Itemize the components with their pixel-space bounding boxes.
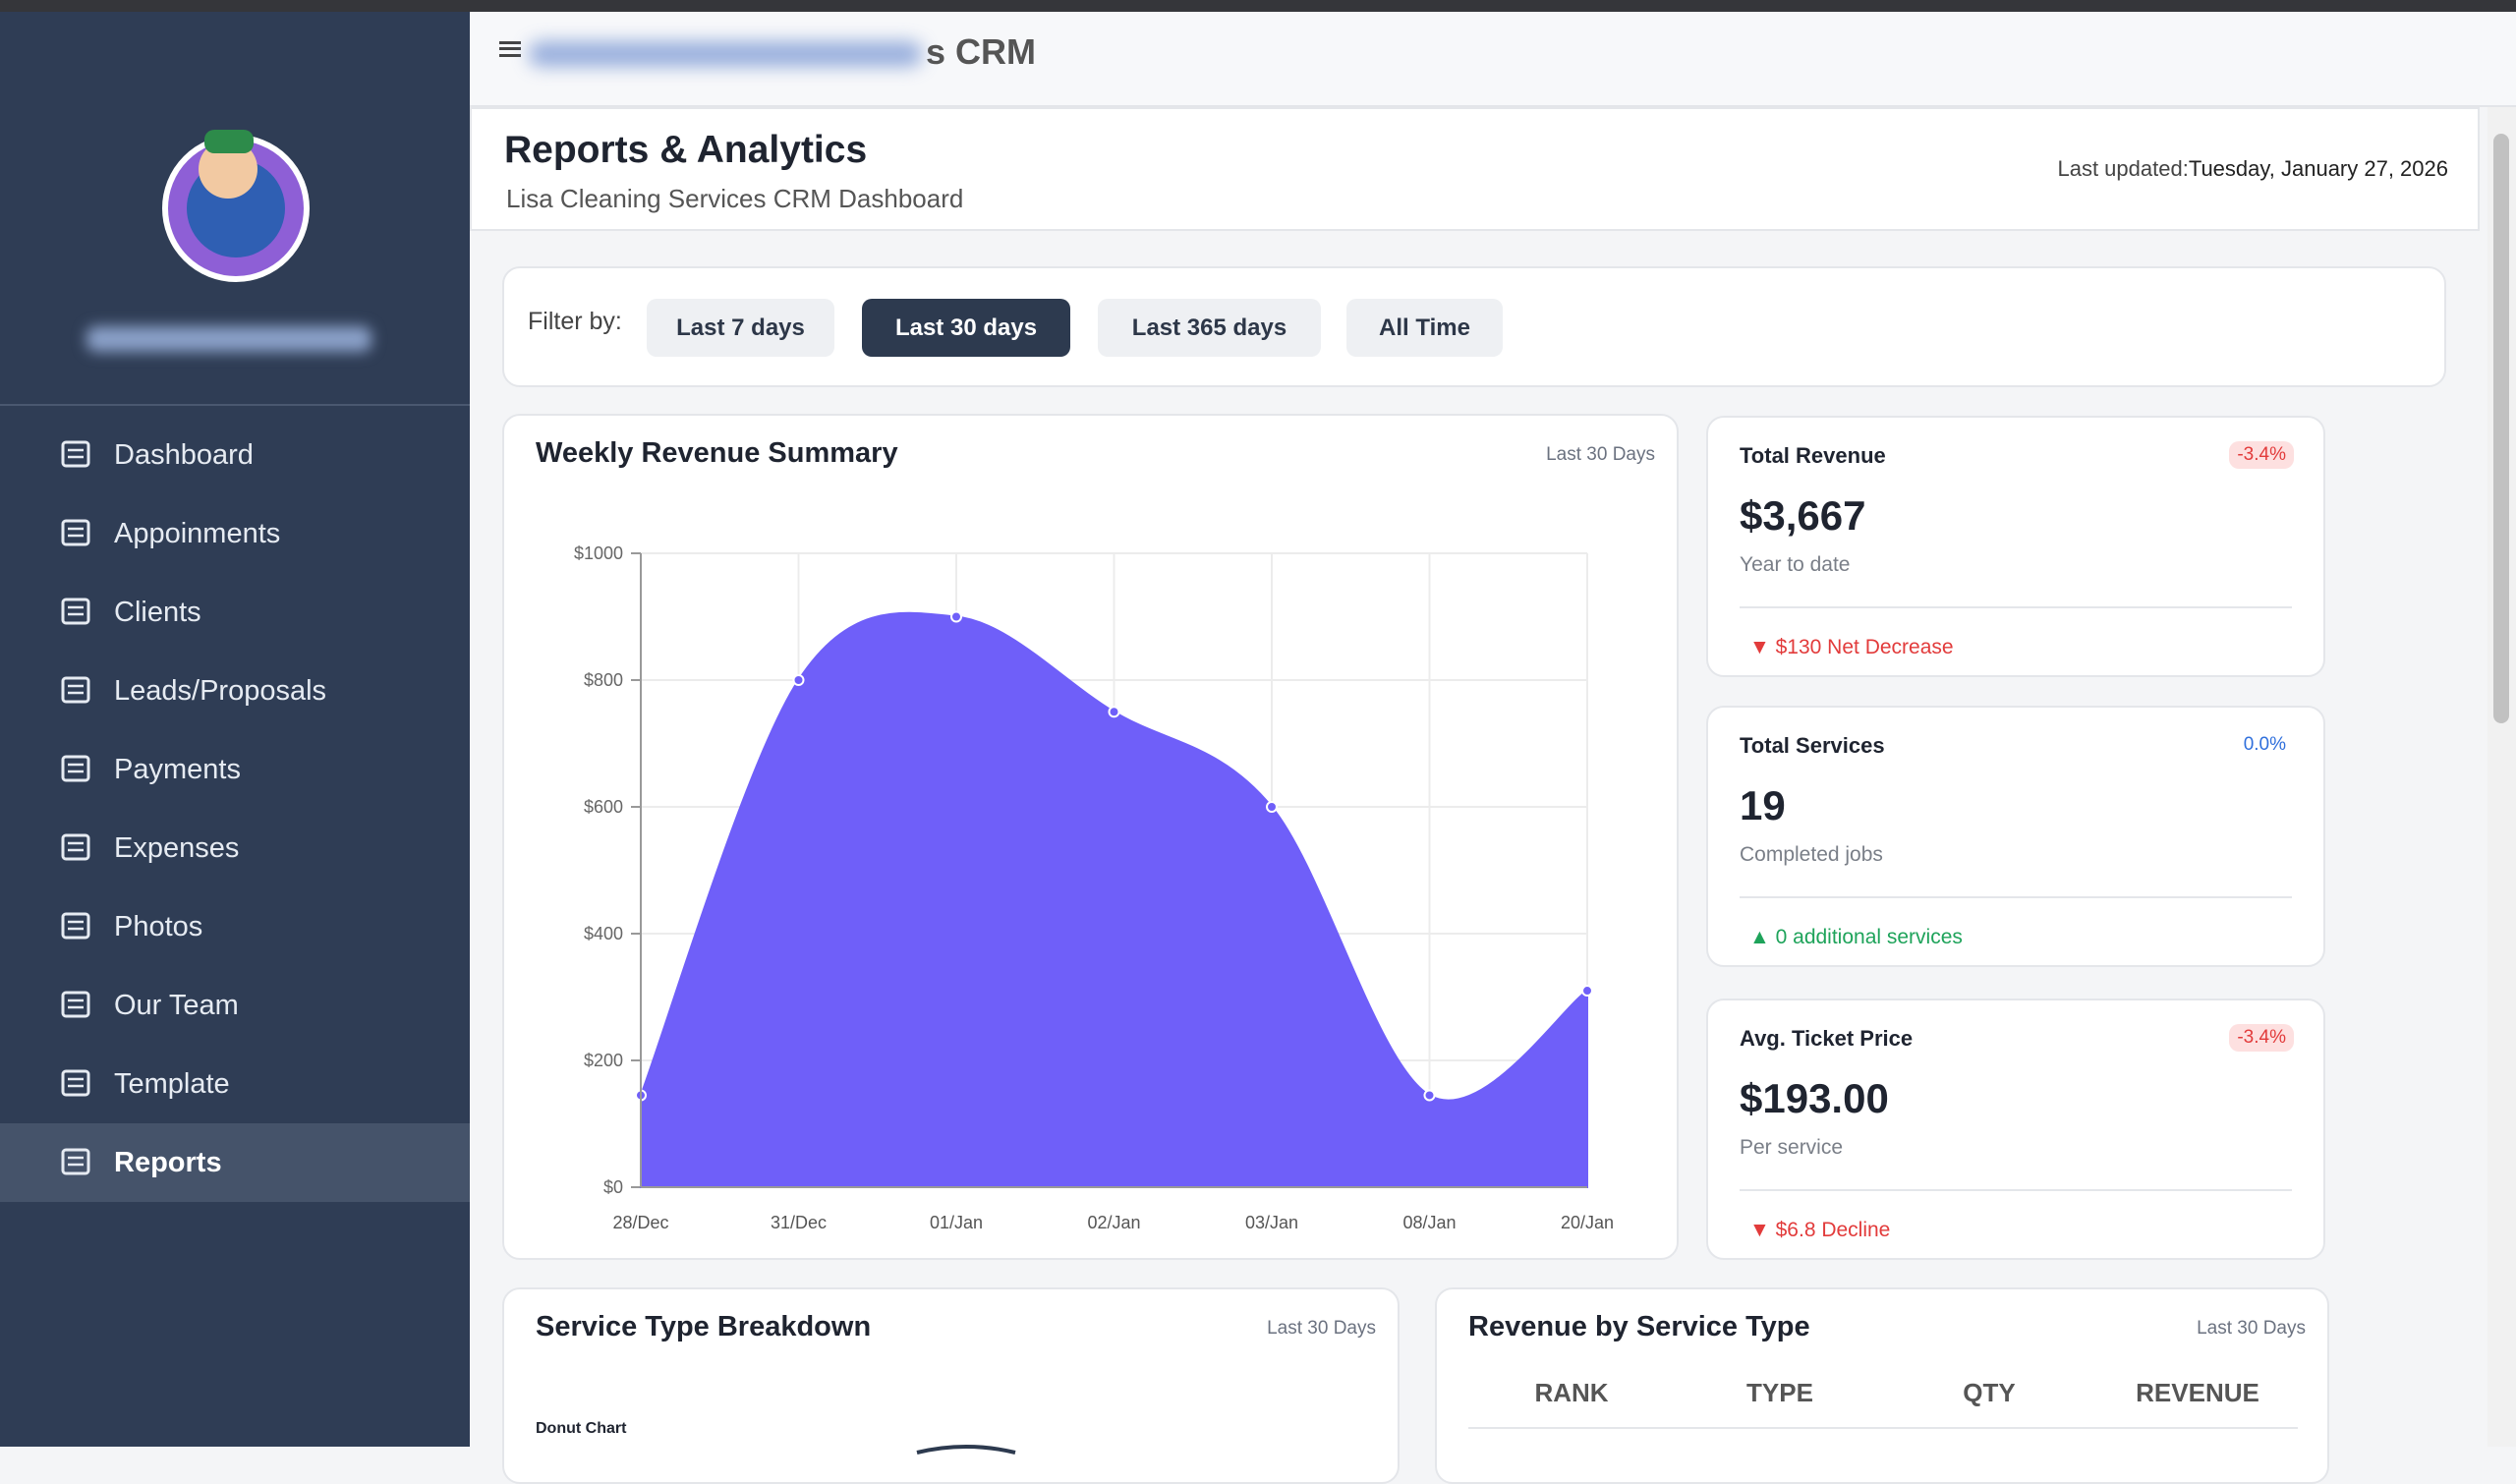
kpi-divider [1740, 606, 2292, 608]
window-strip [0, 0, 2516, 12]
menu-item[interactable]: Appoinments [0, 494, 470, 573]
menu-icon [61, 519, 90, 546]
trend-arrow: ▼ [1749, 1219, 1776, 1241]
kpi-caption: Per service [1740, 1136, 1844, 1159]
hamburger[interactable] [499, 41, 521, 57]
blurred-name [86, 326, 372, 352]
kpi-caption: Completed jobs [1740, 843, 1883, 866]
kpi-title: Total Revenue [1740, 443, 1886, 468]
menu-label: Reports [114, 1146, 222, 1178]
kpi-footnote: ▲ 0 additional services [1749, 926, 1963, 949]
trend-arrow: ▼ [1749, 636, 1776, 658]
last-updated-value: Tuesday, January 27, 2026 [2188, 156, 2448, 181]
column-header: TYPE [1746, 1378, 1813, 1407]
menu-icon [61, 598, 90, 625]
table-title: Revenue by Service Type [1468, 1311, 1810, 1342]
breakdown-title: Service Type Breakdown [536, 1311, 872, 1342]
kpi-footnote-text: 0 additional services [1775, 926, 1963, 948]
menu-item[interactable]: Payments [0, 730, 470, 809]
chart-subtitle: Last 30 Days [1546, 444, 1655, 465]
kpi-value: 19 [1740, 782, 1786, 828]
filter-button[interactable]: Last 7 days [647, 299, 834, 357]
menu-label: Leads/Proposals [114, 674, 327, 707]
menu-item[interactable]: Template [0, 1045, 470, 1123]
menu-icon [61, 676, 90, 704]
menu-label: Expenses [114, 831, 240, 864]
trend-arrow: ▲ [1749, 926, 1776, 948]
menu-item[interactable]: Our Team [0, 966, 470, 1045]
kpi-divider [1740, 1189, 2292, 1191]
blurred-title [529, 41, 922, 67]
table-rule [1468, 1427, 2298, 1429]
menu-item[interactable]: Expenses [0, 809, 470, 887]
menu-label: Our Team [114, 989, 239, 1021]
menu-label: Photos [114, 910, 203, 942]
menu-item[interactable]: Reports [0, 1123, 470, 1202]
menu-item[interactable]: Leads/Proposals [0, 652, 470, 730]
menu-item[interactable]: Photos [0, 887, 470, 966]
kpi-badge: 0.0% [2243, 734, 2286, 755]
kpi-footnote: ▼ $6.8 Decline [1749, 1219, 1890, 1242]
menu-label: Template [114, 1067, 230, 1100]
sidebar: Dashboard Appoinments Clients Leads/Proposa… [0, 12, 470, 1447]
chart-card: Weekly Revenue Summary Last 30 Days [502, 414, 1679, 1260]
kpi-title: Total Services [1740, 733, 1885, 758]
table-card: Revenue by Service Type Last 30 Days RAN… [1435, 1287, 2329, 1484]
menu-item[interactable]: Dashboard [0, 416, 470, 494]
menu-label: Payments [114, 753, 241, 785]
kpi-divider [1740, 896, 2292, 898]
kpi-card: Total Services 0.0% 19 Completed jobs ▲ 0 ad… [1706, 706, 2325, 967]
breakdown-subtitle: Last 30 Days [1267, 1318, 1376, 1339]
filter-button[interactable]: Last 365 days [1098, 299, 1321, 357]
column-header: RANK [1534, 1378, 1609, 1407]
scroll-thumb[interactable] [2493, 134, 2509, 723]
kpi-footnote-text: $6.8 Decline [1775, 1219, 1891, 1241]
table-subtitle: Last 30 Days [2197, 1318, 2306, 1339]
kpi-badge: -3.4% [2229, 441, 2294, 469]
kpi-value: $3,667 [1740, 492, 1866, 539]
kpi-caption: Year to date [1740, 553, 1851, 576]
menu-icon [61, 912, 90, 940]
logo [162, 130, 310, 282]
page-subtitle: Lisa Cleaning Services CRM Dashboard [506, 184, 964, 213]
kpi-value: $193.00 [1740, 1075, 1889, 1121]
kpi-badge: -3.4% [2229, 1024, 2294, 1052]
column-header: REVENUE [2136, 1378, 2259, 1407]
column-header: QTY [1963, 1378, 2016, 1407]
filter-label: Filter by: [528, 308, 622, 335]
top-bar: s CRM [470, 12, 2516, 107]
divider [0, 404, 470, 406]
breakdown-card: Service Type Breakdown Last 30 Days Donu… [502, 1287, 1400, 1484]
menu-item[interactable]: Clients [0, 573, 470, 652]
menu-icon [61, 440, 90, 468]
app-title: s CRM [926, 31, 1037, 72]
page-header: Reports & Analytics Lisa Cleaning Servic… [470, 107, 2480, 231]
filter-button[interactable]: All Time [1346, 299, 1503, 357]
menu-icon [61, 833, 90, 861]
kpi-footnote: ▼ $130 Net Decrease [1749, 636, 1954, 659]
menu-icon [61, 991, 90, 1018]
page-title: Reports & Analytics [504, 129, 868, 171]
kpi-footnote-text: $130 Net Decrease [1775, 636, 1954, 658]
menu-icon [61, 755, 90, 782]
scrollbar[interactable] [2487, 107, 2516, 1447]
donut-edge [916, 1445, 1016, 1455]
donut-label: Donut Chart [536, 1420, 627, 1437]
menu-label: Clients [114, 596, 201, 628]
chart-title: Weekly Revenue Summary [536, 437, 898, 469]
menu-icon [61, 1148, 90, 1175]
filter-button[interactable]: Last 30 days [862, 299, 1070, 357]
menu-label: Appoinments [114, 517, 281, 549]
last-updated-label: Last updated: [2057, 156, 2189, 181]
last-updated: Last updated:Tuesday, January 27, 2026 [2057, 156, 2448, 182]
menu-label: Dashboard [114, 438, 254, 471]
kpi-card: Total Revenue -3.4% $3,667 Year to date ▼ $1… [1706, 416, 2325, 677]
menu-icon [61, 1069, 90, 1097]
kpi-title: Avg. Ticket Price [1740, 1026, 1914, 1051]
kpi-card: Avg. Ticket Price -3.4% $193.00 Per service… [1706, 999, 2325, 1260]
